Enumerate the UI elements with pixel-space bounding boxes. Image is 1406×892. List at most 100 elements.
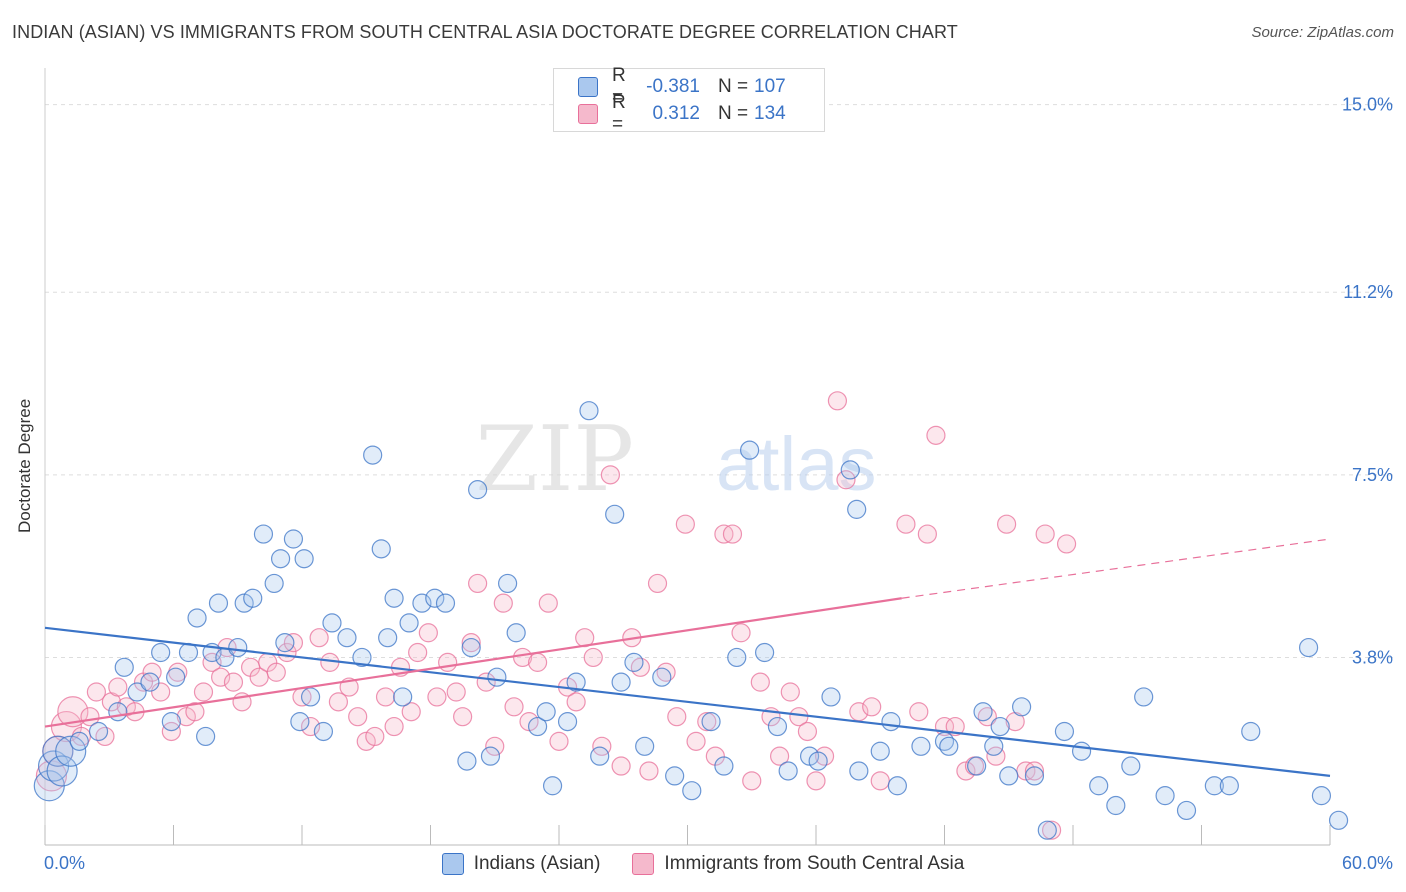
indians-point-61 bbox=[635, 736, 655, 756]
immigrants-point-7 bbox=[95, 726, 115, 747]
indians-point-35 bbox=[363, 445, 383, 465]
indians-point-41 bbox=[412, 593, 432, 613]
indians-point-94 bbox=[1089, 776, 1109, 796]
indians-point-2 bbox=[42, 735, 74, 767]
axes bbox=[44, 68, 1331, 846]
immigrants-point-76 bbox=[697, 712, 717, 732]
indians-point-37 bbox=[378, 628, 398, 648]
indians-point-71 bbox=[778, 761, 798, 781]
immigrants-point-49 bbox=[453, 707, 473, 727]
indians-point-77 bbox=[849, 761, 869, 781]
indians-point-49 bbox=[498, 573, 518, 594]
r-value: -0.381 bbox=[646, 76, 700, 97]
indians-point-33 bbox=[337, 628, 357, 648]
indians-point-64 bbox=[682, 781, 702, 801]
immigrants-point-74 bbox=[675, 514, 695, 534]
indians-point-92 bbox=[1054, 721, 1075, 742]
indians-point-15 bbox=[187, 608, 207, 628]
immigrants-point-28 bbox=[266, 662, 286, 682]
trend-line-immigrants bbox=[44, 597, 902, 728]
series-immigrants-points bbox=[35, 391, 1077, 840]
trend-line-immigrants-extension bbox=[901, 538, 1331, 599]
indians-point-99 bbox=[1176, 800, 1197, 821]
immigrants-point-87 bbox=[797, 721, 818, 742]
immigrants-point-88 bbox=[806, 771, 826, 791]
correlation-legend: R = -0.381 N = 107 R = 0.312 N = 134 bbox=[553, 65, 825, 135]
indians-point-20 bbox=[228, 637, 248, 658]
indians-point-27 bbox=[283, 529, 304, 549]
indians-point-36 bbox=[371, 539, 391, 559]
n-value: 134 bbox=[754, 103, 786, 124]
indians-point-16 bbox=[196, 726, 216, 747]
indians-point-55 bbox=[566, 672, 586, 692]
indians-point-25 bbox=[270, 549, 291, 569]
legend-label-immigrants: Immigrants from South Central Asia bbox=[664, 853, 965, 874]
indians-point-29 bbox=[294, 549, 314, 569]
immigrants-point-35 bbox=[328, 692, 349, 712]
immigrants-point-90 bbox=[827, 391, 848, 411]
n-value: 107 bbox=[754, 76, 786, 97]
immigrants-point-81 bbox=[742, 771, 762, 791]
indians-point-78 bbox=[870, 741, 890, 761]
indians-point-30 bbox=[300, 687, 321, 707]
immigrants-point-73 bbox=[667, 707, 687, 727]
immigrants-point-66 bbox=[600, 465, 621, 485]
legend-item-immigrants[interactable]: Immigrants from South Central Asia bbox=[632, 853, 964, 875]
indians-point-47 bbox=[480, 746, 501, 766]
immigrants-point-53 bbox=[485, 736, 505, 756]
immigrants-point-59 bbox=[538, 593, 558, 613]
indians-point-102 bbox=[1241, 721, 1261, 742]
indians-point-6 bbox=[88, 721, 109, 742]
legend-item-indians[interactable]: Indians (Asian) bbox=[441, 853, 600, 875]
immigrants-point-45 bbox=[418, 623, 438, 643]
legend-row-indians: R = -0.381 N = 107 bbox=[578, 65, 786, 108]
indians-point-52 bbox=[536, 702, 556, 722]
indians-point-46 bbox=[468, 480, 488, 500]
indians-point-42 bbox=[425, 588, 445, 608]
legend-row-immigrants: R = 0.312 N = 134 bbox=[578, 92, 786, 135]
indians-point-91 bbox=[1037, 820, 1057, 840]
immigrants-point-21 bbox=[211, 667, 231, 687]
indians-point-103 bbox=[1298, 637, 1319, 658]
indians-point-95 bbox=[1106, 795, 1126, 816]
r-label: R = bbox=[612, 65, 626, 108]
tick-labels: 3.8% 7.5% 11.2% 15.0% 0.0% 60.0% bbox=[44, 95, 1393, 873]
indians-point-40 bbox=[399, 613, 419, 633]
immigrants-point-6 bbox=[86, 682, 107, 702]
immigrants-point-9 bbox=[108, 677, 128, 697]
indians-point-80 bbox=[887, 776, 907, 796]
indians-point-8 bbox=[114, 657, 134, 677]
indians-point-98 bbox=[1155, 786, 1175, 806]
indians-point-53 bbox=[542, 776, 563, 796]
y-tick-label-2: 11.2% bbox=[1343, 282, 1393, 302]
indians-point-70 bbox=[767, 716, 788, 737]
indians-point-89 bbox=[1011, 697, 1032, 717]
r-value: 0.312 bbox=[652, 103, 700, 124]
immigrants-point-58 bbox=[527, 652, 548, 672]
watermark-zip: ZIP bbox=[475, 407, 634, 512]
indians-point-26 bbox=[275, 633, 295, 653]
y-axis-label: Doctorate Degree bbox=[15, 398, 34, 533]
indians-point-67 bbox=[727, 647, 747, 668]
gridlines bbox=[45, 104, 1395, 658]
immigrants-point-80 bbox=[731, 623, 751, 643]
indians-point-38 bbox=[384, 588, 404, 608]
immigrants-point-98 bbox=[926, 425, 946, 445]
immigrants-point-70 bbox=[639, 761, 659, 781]
immigrants-point-100 bbox=[945, 716, 965, 737]
immigrants-point-15 bbox=[161, 721, 181, 742]
immigrants-point-67 bbox=[611, 756, 631, 776]
immigrants-point-111 bbox=[1056, 534, 1077, 554]
indians-point-90 bbox=[1024, 766, 1045, 786]
indians-point-10 bbox=[140, 672, 160, 692]
immigrants-point-19 bbox=[193, 682, 214, 702]
indians-point-28 bbox=[290, 712, 310, 732]
indians-point-105 bbox=[1328, 810, 1349, 830]
indians-point-24 bbox=[264, 573, 284, 594]
immigrants-point-108 bbox=[1024, 761, 1045, 781]
indians-point-18 bbox=[208, 593, 229, 613]
indians-point-31 bbox=[313, 721, 334, 742]
immigrants-point-33 bbox=[309, 628, 329, 648]
immigrants-point-23 bbox=[223, 672, 244, 692]
y-tick-label-3: 15.0% bbox=[1342, 95, 1393, 115]
